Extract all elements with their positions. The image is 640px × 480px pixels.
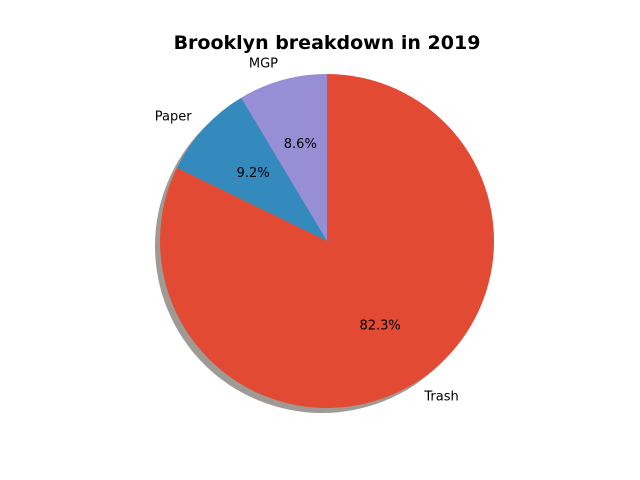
slice-label-trash: Trash bbox=[423, 389, 458, 404]
pie-labels: MGP 8.6% Paper 9.2% Trash 82.3% bbox=[155, 56, 459, 404]
pie-slices bbox=[160, 74, 495, 408]
pie-slice-mgp bbox=[241, 74, 327, 241]
pie-slice-paper bbox=[176, 97, 327, 241]
slice-label-mgp: MGP bbox=[249, 56, 278, 71]
chart-title: Brooklyn breakdown in 2019 bbox=[174, 32, 481, 54]
pct-label-mgp: 8.6% bbox=[284, 137, 317, 152]
pct-label-paper: 9.2% bbox=[237, 166, 270, 181]
pct-label-trash: 82.3% bbox=[359, 318, 400, 333]
slice-label-paper: Paper bbox=[155, 109, 192, 124]
pie-slice-trash bbox=[160, 74, 495, 408]
